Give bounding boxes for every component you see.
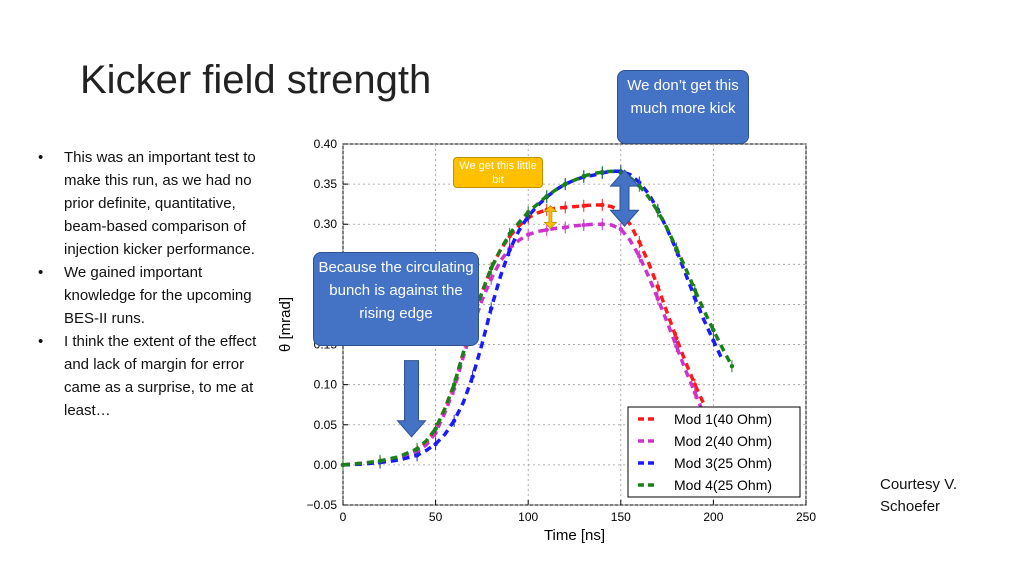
data-point [544, 227, 549, 233]
y-tick-label: 0.35 [314, 177, 338, 191]
data-point [526, 209, 531, 215]
double-arrow-icon [609, 169, 640, 227]
small-double-arrow-icon [543, 205, 558, 229]
data-point [451, 418, 457, 423]
y-tick-label: 0.30 [314, 217, 338, 231]
bullet-item: We gained important knowledge for the up… [38, 261, 278, 330]
x-tick-label: 0 [340, 510, 347, 524]
callout-little-bit: We get this little bit [453, 157, 543, 188]
data-point [674, 343, 679, 349]
data-point [655, 296, 661, 302]
data-point [507, 231, 512, 237]
data-point [600, 222, 605, 227]
data-point [377, 458, 383, 464]
data-point [433, 426, 438, 431]
callout-no-more-kick: We don’t get this much more kick [617, 70, 749, 144]
legend-box [627, 406, 801, 498]
data-point [692, 295, 698, 301]
data-point [563, 181, 568, 187]
legend-entry: Mod 4(25 Ohm) [674, 477, 772, 493]
data-point [340, 462, 346, 468]
data-point [600, 202, 605, 208]
x-tick-label: 150 [611, 510, 631, 524]
y-tick-label: 0.00 [314, 458, 338, 472]
data-point [451, 382, 457, 387]
page-title: Kicker field strength [80, 58, 432, 102]
data-point [544, 193, 549, 199]
data-point [600, 169, 605, 175]
x-axis-label: Time [ns] [544, 527, 605, 544]
bullet-item: This was an important test to make this … [38, 146, 278, 261]
y-tick-label: −0.05 [307, 498, 338, 512]
x-tick-label: 100 [518, 510, 538, 524]
data-point [414, 453, 420, 458]
data-point [618, 226, 623, 232]
data-point [526, 232, 531, 237]
data-point [488, 306, 494, 311]
bullet-list: This was an important test to make this … [38, 146, 278, 422]
data-point [637, 254, 642, 259]
data-point [637, 183, 642, 188]
y-tick-label: 0.40 [314, 137, 338, 151]
y-tick-label: 0.10 [314, 378, 338, 392]
data-point [655, 284, 661, 289]
data-point [674, 246, 679, 251]
legend-entry: Mod 2(40 Ohm) [674, 433, 772, 449]
data-point [488, 266, 494, 271]
x-tick-label: 50 [429, 510, 443, 524]
x-tick-label: 200 [703, 510, 723, 524]
legend-entry: Mod 1(40 Ohm) [674, 411, 772, 427]
series-line [342, 169, 734, 467]
data-point [507, 247, 512, 253]
legend-entry: Mod 3(25 Ohm) [674, 455, 772, 471]
data-point [488, 276, 494, 281]
data-point [729, 364, 735, 369]
bullet-item: I think the extent of the effect and lac… [38, 330, 278, 422]
courtesy-credit: Courtesy V. Schoefer [880, 476, 957, 515]
series-line [342, 169, 725, 467]
data-point [581, 173, 586, 179]
data-point [581, 203, 586, 208]
data-point [470, 374, 475, 379]
data-point [581, 222, 586, 228]
data-point [711, 338, 716, 343]
data-point [563, 225, 568, 230]
y-tick-label: 0.05 [314, 418, 338, 432]
data-point [711, 327, 716, 333]
data-point [414, 446, 420, 452]
data-point [563, 205, 568, 210]
down-arrow-icon [396, 360, 427, 438]
data-point [692, 390, 698, 395]
y-axis-label: θ [mrad] [277, 297, 294, 352]
data-point [433, 441, 438, 447]
data-point [655, 209, 661, 214]
callout-rising-edge: Because the circulating bunch is against… [313, 252, 479, 346]
data-point [637, 239, 642, 245]
data-point [692, 287, 698, 293]
x-tick-label: 250 [796, 510, 816, 524]
